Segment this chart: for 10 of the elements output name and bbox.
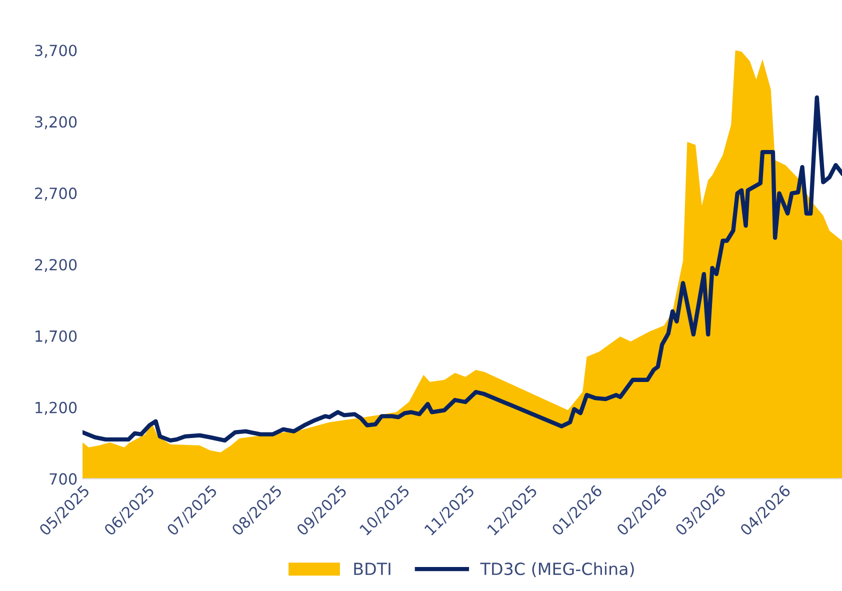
- y-tick-label: 1,700: [36, 330, 77, 344]
- y-tick-label: 700: [50, 473, 77, 485]
- legend-label: BDTI: [354, 562, 390, 575]
- legend-label: TD3C (MEG-China): [480, 562, 634, 578]
- y-tick-label: 3,200: [35, 116, 77, 130]
- y-tick-label: 1,200: [36, 402, 77, 415]
- y-tick-label: 2,200: [35, 258, 77, 272]
- y-tick-label: 3,700: [35, 44, 77, 58]
- y-tick-label: 2,700: [35, 188, 77, 201]
- line-series: [82, 95, 842, 443]
